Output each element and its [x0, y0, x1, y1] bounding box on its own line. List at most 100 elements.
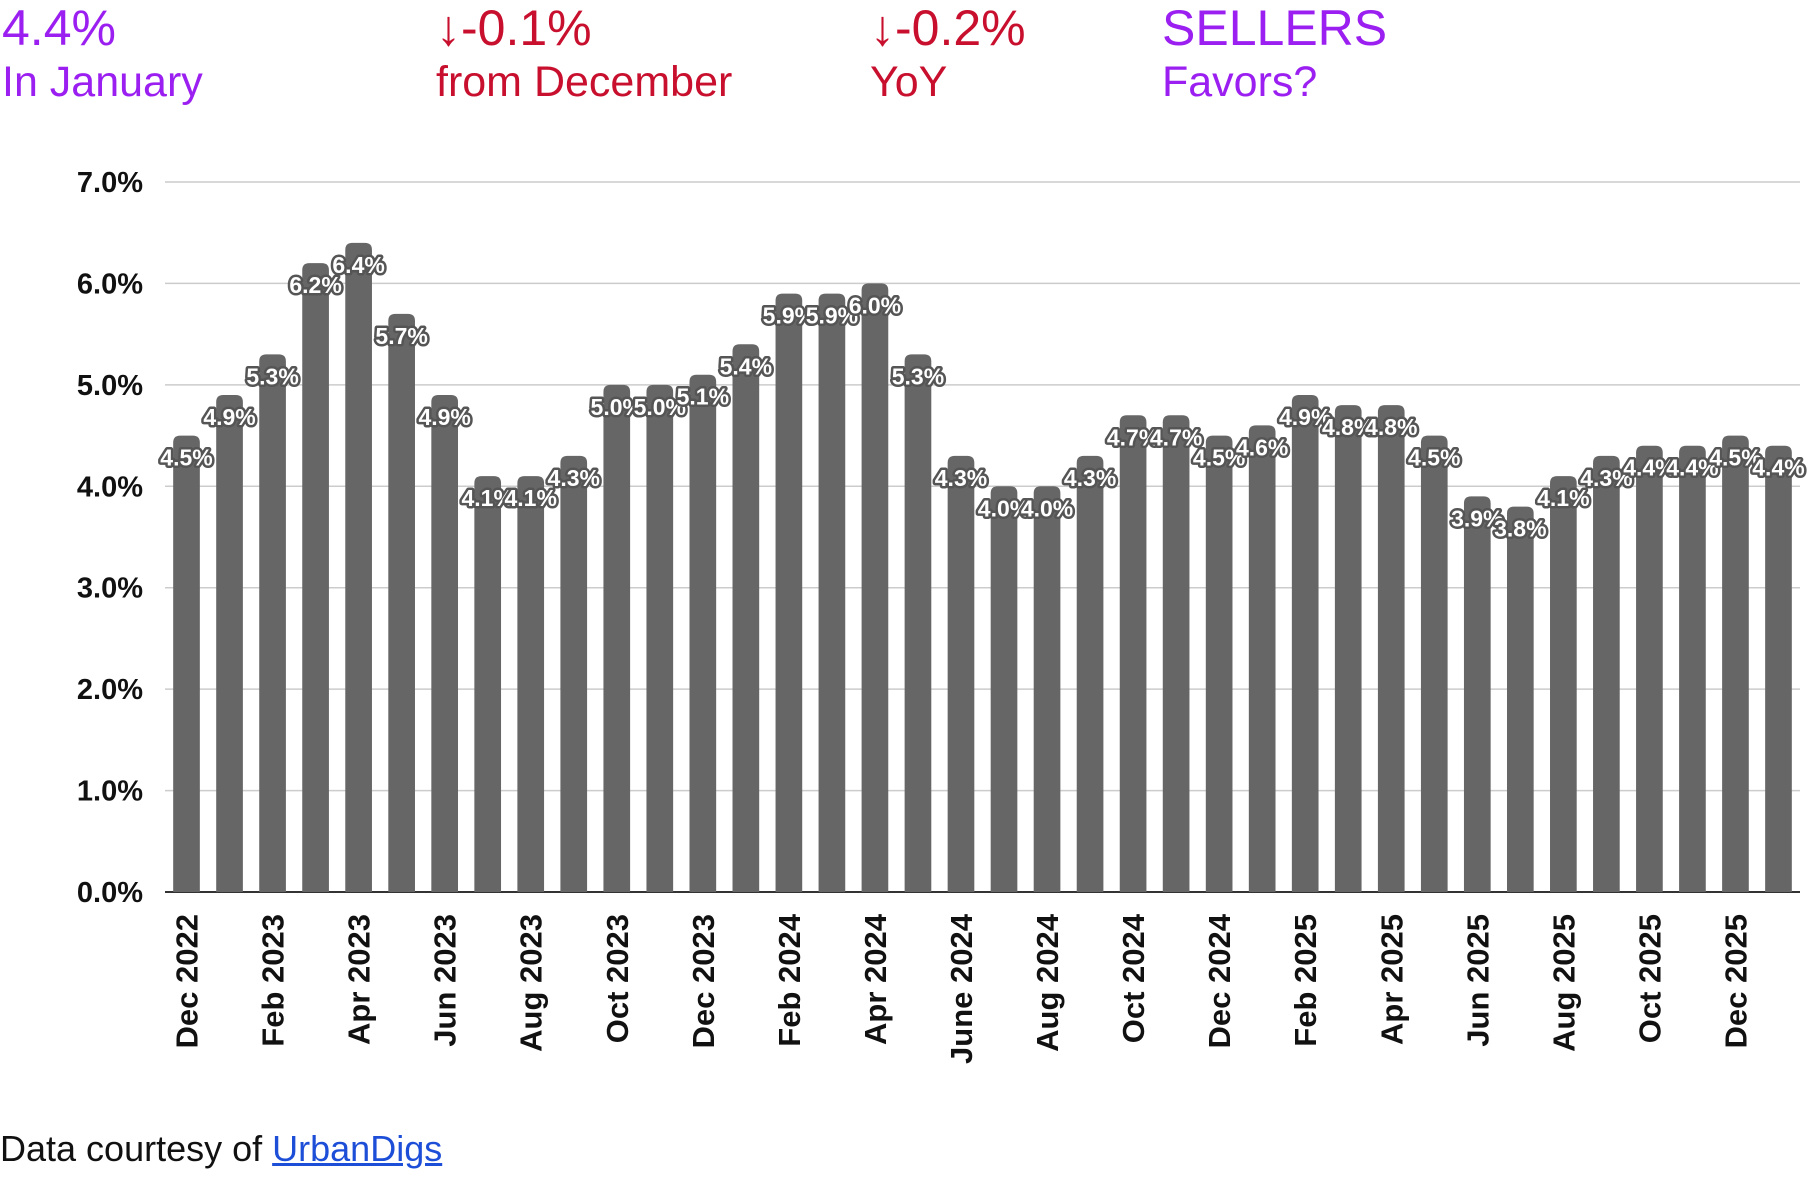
x-tick-label: Jun 2023 — [428, 914, 463, 1047]
x-tick-label: Apr 2024 — [858, 913, 893, 1045]
data-label: 4.9% — [1279, 404, 1331, 430]
footer-credit: Data courtesy of UrbanDigs — [0, 1128, 442, 1170]
stat-monthly-change: ↓-0.1% from December — [436, 0, 732, 107]
bar — [173, 435, 200, 892]
data-label: 4.3% — [1064, 465, 1116, 491]
x-tick-label: Dec 2022 — [170, 914, 205, 1048]
bar — [861, 283, 889, 892]
bar — [646, 384, 674, 892]
stat-current-caption: In January — [2, 57, 203, 106]
data-label: 4.5% — [1193, 445, 1245, 471]
bar — [1334, 405, 1362, 892]
x-tick-label: Dec 2023 — [686, 914, 721, 1048]
y-tick-label: 7.0% — [77, 167, 143, 199]
bar — [517, 476, 545, 892]
stat-yoy-change-caption: YoY — [870, 57, 948, 106]
bar — [1205, 435, 1233, 892]
data-label: 6.2% — [289, 272, 341, 298]
data-label: 4.8% — [1365, 414, 1417, 440]
bar — [1248, 425, 1276, 892]
bar — [431, 395, 459, 892]
data-label: 4.5% — [1408, 445, 1460, 471]
y-tick-label: 4.0% — [77, 471, 143, 503]
data-label: 5.7% — [375, 323, 427, 349]
x-tick-label: Dec 2024 — [1202, 913, 1237, 1048]
x-tick-label: Aug 2025 — [1546, 914, 1581, 1052]
bar — [259, 354, 286, 892]
bar — [388, 313, 415, 892]
y-tick-label: 5.0% — [77, 370, 143, 402]
x-tick-label: June 2024 — [944, 913, 979, 1064]
bar — [1463, 496, 1491, 892]
y-axis: 0.0% 1.0% 2.0% 3.0% 4.0% 5.0% 6.0% 7.0% — [77, 167, 143, 909]
stat-current-value: 4.4% — [2, 0, 116, 56]
data-label: 4.1% — [505, 485, 557, 511]
data-label: 3.8% — [1494, 516, 1546, 542]
stat-current: 4.4% In January — [2, 0, 203, 107]
data-label: 4.3% — [548, 465, 600, 491]
data-label: 5.3% — [246, 363, 298, 389]
x-tick-label: Feb 2023 — [256, 914, 291, 1047]
data-labels: 4.5%4.9%5.3%6.2%6.4%5.7%4.9%4.1%4.1%4.3%… — [158, 249, 1807, 544]
bar — [1506, 506, 1534, 892]
x-tick-label: Apr 2023 — [342, 914, 377, 1045]
data-label: 4.3% — [1580, 465, 1632, 491]
data-label: 5.0% — [634, 394, 686, 420]
data-label: 4.1% — [1537, 485, 1589, 511]
data-label: 4.3% — [935, 465, 987, 491]
x-tick-label: Jun 2025 — [1460, 914, 1495, 1047]
bar — [1119, 415, 1147, 892]
data-label: 4.9% — [418, 404, 470, 430]
x-axis: Dec 2022 Feb 2023 Apr 2023 Jun 2023 Aug 2023… — [170, 913, 1754, 1064]
bars — [173, 242, 1792, 893]
x-tick-label: Oct 2024 — [1116, 913, 1151, 1043]
data-label: 5.1% — [677, 384, 729, 410]
urbandigs-link[interactable]: UrbanDigs — [272, 1128, 443, 1169]
data-label: 4.4% — [1752, 455, 1804, 481]
y-tick-label: 1.0% — [77, 776, 143, 808]
data-label: 5.0% — [591, 394, 643, 420]
bar — [1636, 445, 1663, 892]
data-label: 4.7% — [1150, 424, 1202, 450]
y-tick-label: 2.0% — [77, 674, 143, 706]
data-label: 4.0% — [978, 495, 1030, 521]
bar — [775, 293, 803, 892]
bar — [1162, 415, 1190, 892]
data-label: 4.5% — [1709, 445, 1761, 471]
data-label: 5.3% — [892, 363, 944, 389]
bar — [1076, 455, 1104, 892]
data-label: 5.9% — [806, 303, 858, 329]
bar — [689, 374, 717, 892]
data-label: 4.7% — [1107, 424, 1159, 450]
bar — [560, 455, 588, 892]
x-tick-label: Oct 2023 — [600, 914, 635, 1043]
stat-market-favor-value: SELLERS — [1162, 0, 1388, 56]
bar — [904, 354, 932, 892]
footer-text: Data courtesy of — [0, 1128, 273, 1169]
stat-monthly-change-caption: from December — [436, 57, 733, 106]
bar — [732, 344, 760, 892]
stat-market-favor: SELLERS Favors? — [1162, 0, 1387, 107]
data-label: 4.1% — [461, 485, 513, 511]
x-tick-label: Feb 2024 — [772, 913, 807, 1046]
bar — [818, 293, 846, 892]
x-tick-label: Apr 2025 — [1374, 914, 1409, 1045]
bar — [1377, 405, 1405, 892]
bar — [947, 455, 975, 892]
y-tick-label: 0.0% — [77, 877, 143, 909]
data-label: 4.0% — [1021, 495, 1073, 521]
bar — [1033, 486, 1061, 892]
data-label: 3.9% — [1451, 505, 1503, 531]
data-label: 4.5% — [160, 445, 212, 471]
data-label: 6.4% — [332, 252, 384, 278]
bar — [990, 486, 1018, 892]
data-label: 4.6% — [1236, 434, 1288, 460]
bar — [1593, 455, 1620, 892]
bar — [216, 395, 243, 892]
bar-chart: 0.0% 1.0% 2.0% 3.0% 4.0% 5.0% 6.0% 7.0% 4.5% 4.9… — [77, 167, 1807, 1064]
data-label: 6.0% — [849, 292, 901, 318]
bar — [1550, 476, 1577, 892]
bar — [1679, 445, 1706, 892]
y-tick-label: 3.0% — [77, 573, 143, 605]
x-tick-label: Feb 2025 — [1288, 914, 1323, 1047]
